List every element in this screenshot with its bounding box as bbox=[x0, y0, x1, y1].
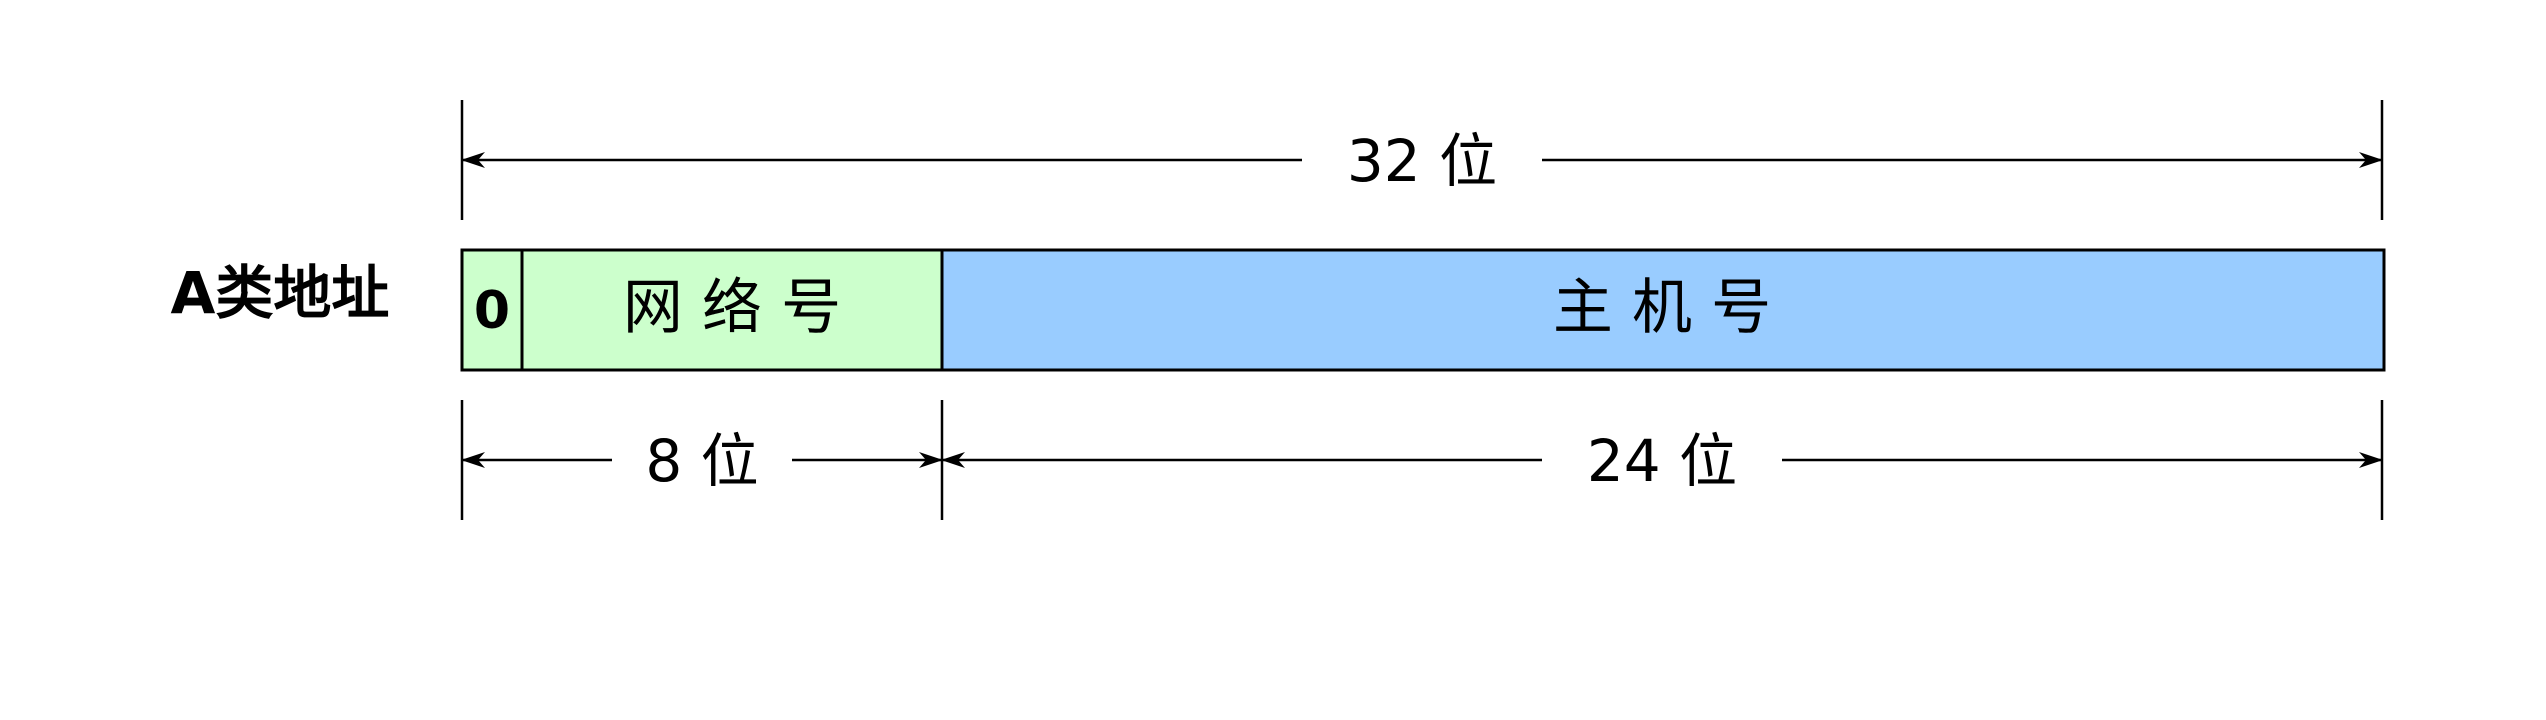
network-field-box bbox=[520, 248, 944, 372]
address-fields: 0 网 络 号 主 机 号 bbox=[460, 248, 2386, 372]
network-field-label: 网 络 号 bbox=[623, 273, 841, 343]
network-dim-label: 8 位 bbox=[645, 427, 758, 495]
total-dimension: 32 位 bbox=[460, 100, 2384, 220]
host-field-box bbox=[940, 248, 2386, 372]
host-dimension: 24 位 bbox=[941, 400, 2384, 520]
row-label: A类地址 bbox=[171, 259, 390, 327]
network-dimension: 8 位 bbox=[460, 400, 944, 520]
host-field-label: 主 机 号 bbox=[1553, 273, 1771, 343]
leading-bit-box bbox=[460, 248, 524, 372]
total-dim-label: 32 位 bbox=[1347, 127, 1497, 195]
leading-bit-label: 0 bbox=[474, 281, 510, 341]
host-dim-label: 24 位 bbox=[1587, 427, 1737, 495]
